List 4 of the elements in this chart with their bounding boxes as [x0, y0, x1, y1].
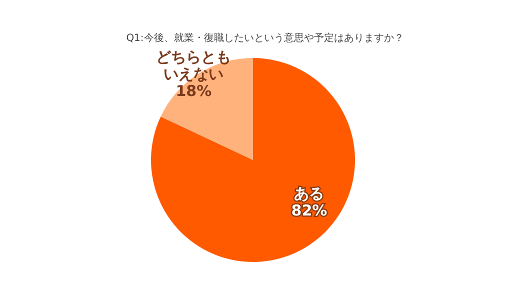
data-label: 82% [291, 201, 328, 220]
data-label: 18% [176, 82, 212, 100]
chart-title: Q1:今後、就業・復職したいという意思や予定はありますか？ [126, 32, 404, 44]
slice-label: ある [294, 184, 324, 202]
